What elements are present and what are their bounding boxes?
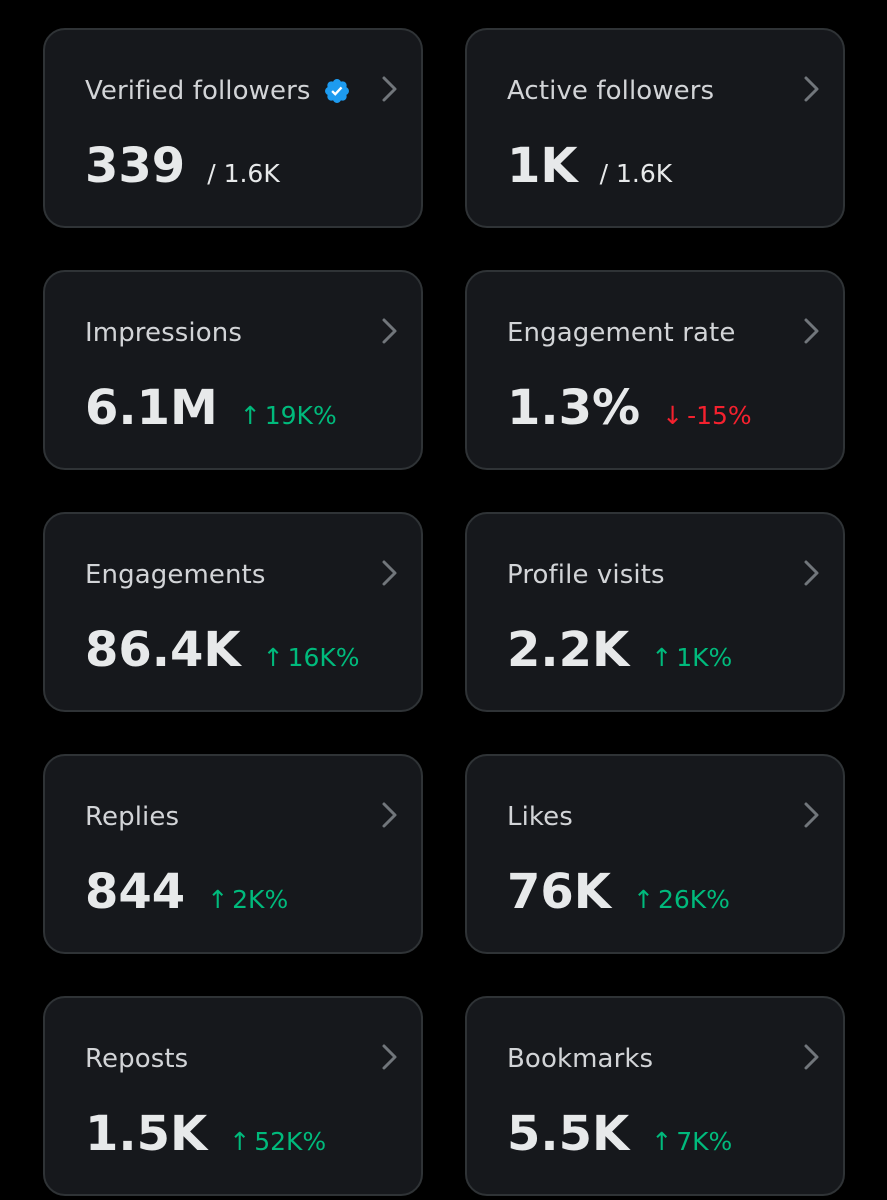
arrow-up-icon: ↑ bbox=[651, 1127, 673, 1156]
card-title: Impressions bbox=[85, 318, 242, 348]
metric-value: 86.4K bbox=[85, 622, 241, 678]
arrow-up-icon: ↑ bbox=[633, 885, 654, 914]
card-value-row: 1K / 1.6K bbox=[507, 138, 672, 198]
metric-value: 339 bbox=[85, 138, 186, 194]
chevron-right-icon[interactable] bbox=[801, 74, 823, 104]
card-header: Likes bbox=[507, 798, 573, 836]
metrics-grid: Verified followers 339 / 1.6K Active fol… bbox=[43, 28, 845, 1196]
card-active-followers[interactable]: Active followers 1K / 1.6K bbox=[465, 28, 845, 228]
card-header: Engagements bbox=[85, 556, 266, 594]
card-value-row: 5.5K ↑ 7K% bbox=[507, 1106, 732, 1166]
chevron-right-icon[interactable] bbox=[379, 800, 401, 830]
metric-value: 2.2K bbox=[507, 622, 630, 678]
change-percent: 2K% bbox=[232, 885, 289, 914]
card-title: Bookmarks bbox=[507, 1044, 654, 1074]
change-percent: -15% bbox=[687, 401, 752, 430]
card-title: Verified followers bbox=[85, 76, 311, 106]
card-value-row: 6.1M ↑ 19K% bbox=[85, 380, 337, 440]
metric-total: / 1.6K bbox=[599, 159, 673, 188]
metric-change: ↑ 26K% bbox=[633, 885, 730, 914]
card-title: Replies bbox=[85, 802, 180, 832]
card-value-row: 86.4K ↑ 16K% bbox=[85, 622, 360, 682]
card-value-row: 844 ↑ 2K% bbox=[85, 864, 288, 924]
chevron-right-icon[interactable] bbox=[379, 74, 401, 104]
change-percent: 16K% bbox=[287, 643, 360, 672]
metric-change: ↓ -15% bbox=[662, 401, 752, 430]
card-value-row: 76K ↑ 26K% bbox=[507, 864, 730, 924]
card-title: Engagement rate bbox=[507, 318, 736, 348]
arrow-up-icon: ↑ bbox=[262, 643, 284, 672]
card-likes[interactable]: Likes 76K ↑ 26K% bbox=[465, 754, 845, 954]
metric-change: ↑ 7K% bbox=[651, 1127, 732, 1156]
card-value-row: 1.5K ↑ 52K% bbox=[85, 1106, 326, 1166]
metric-change: ↑ 2K% bbox=[207, 885, 288, 914]
arrow-up-icon: ↑ bbox=[239, 401, 261, 430]
metric-total: / 1.6K bbox=[207, 159, 280, 188]
card-engagements[interactable]: Engagements 86.4K ↑ 16K% bbox=[43, 512, 423, 712]
metric-value: 844 bbox=[85, 864, 186, 920]
metric-value: 1K bbox=[507, 138, 578, 194]
change-percent: 7K% bbox=[676, 1127, 733, 1156]
metric-value: 6.1M bbox=[85, 380, 218, 436]
card-value-row: 1.3% ↓ -15% bbox=[507, 380, 752, 440]
card-header: Verified followers bbox=[85, 72, 351, 110]
card-title: Reposts bbox=[85, 1044, 189, 1074]
card-verified-followers[interactable]: Verified followers 339 / 1.6K bbox=[43, 28, 423, 228]
card-title: Active followers bbox=[507, 76, 715, 106]
card-header: Profile visits bbox=[507, 556, 665, 594]
card-replies[interactable]: Replies 844 ↑ 2K% bbox=[43, 754, 423, 954]
card-engagement-rate[interactable]: Engagement rate 1.3% ↓ -15% bbox=[465, 270, 845, 470]
chevron-right-icon[interactable] bbox=[801, 316, 823, 346]
metric-change: ↑ 1K% bbox=[651, 643, 732, 672]
metric-change: ↑ 19K% bbox=[240, 401, 337, 430]
card-header: Replies bbox=[85, 798, 179, 836]
chevron-right-icon[interactable] bbox=[379, 558, 401, 588]
card-reposts[interactable]: Reposts 1.5K ↑ 52K% bbox=[43, 996, 423, 1196]
metric-value: 1.3% bbox=[507, 380, 641, 436]
arrow-up-icon: ↑ bbox=[651, 643, 673, 672]
metric-value: 76K bbox=[507, 864, 611, 920]
chevron-right-icon[interactable] bbox=[801, 1042, 823, 1072]
metric-value: 5.5K bbox=[507, 1106, 630, 1162]
arrow-up-icon: ↑ bbox=[207, 885, 229, 914]
arrow-up-icon: ↑ bbox=[229, 1127, 251, 1156]
card-impressions[interactable]: Impressions 6.1M ↑ 19K% bbox=[43, 270, 423, 470]
verified-badge-icon bbox=[323, 77, 351, 105]
card-value-row: 2.2K ↑ 1K% bbox=[507, 622, 732, 682]
change-percent: 52K% bbox=[254, 1127, 327, 1156]
chevron-right-icon[interactable] bbox=[379, 1042, 401, 1072]
change-percent: 26K% bbox=[657, 885, 730, 914]
card-title: Profile visits bbox=[507, 560, 665, 590]
card-header: Engagement rate bbox=[507, 314, 735, 352]
chevron-right-icon[interactable] bbox=[379, 316, 401, 346]
card-profile-visits[interactable]: Profile visits 2.2K ↑ 1K% bbox=[465, 512, 845, 712]
metric-change: ↑ 52K% bbox=[229, 1127, 326, 1156]
metric-change: ↑ 16K% bbox=[263, 643, 360, 672]
card-bookmarks[interactable]: Bookmarks 5.5K ↑ 7K% bbox=[465, 996, 845, 1196]
chevron-right-icon[interactable] bbox=[801, 558, 823, 588]
card-value-row: 339 / 1.6K bbox=[85, 138, 280, 198]
card-header: Impressions bbox=[85, 314, 242, 352]
change-percent: 19K% bbox=[264, 401, 337, 430]
card-header: Reposts bbox=[85, 1040, 188, 1078]
card-header: Active followers bbox=[507, 72, 714, 110]
arrow-down-icon: ↓ bbox=[662, 401, 684, 430]
metric-value: 1.5K bbox=[85, 1106, 208, 1162]
chevron-right-icon[interactable] bbox=[801, 800, 823, 830]
card-title: Likes bbox=[507, 802, 573, 832]
card-header: Bookmarks bbox=[507, 1040, 653, 1078]
change-percent: 1K% bbox=[676, 643, 733, 672]
card-title: Engagements bbox=[85, 560, 266, 590]
